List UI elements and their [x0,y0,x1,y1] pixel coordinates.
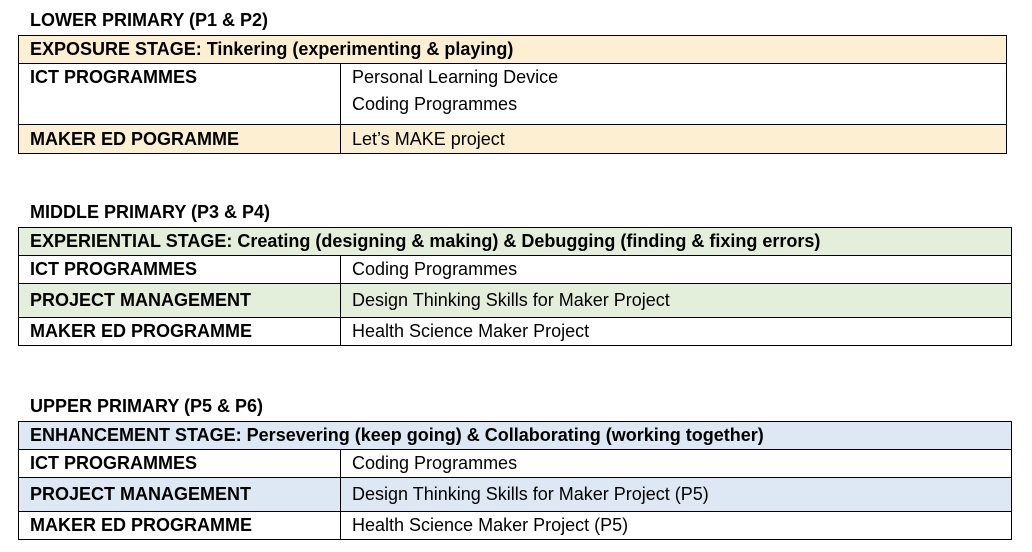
row-label-project-management: PROJECT MANAGEMENT [18,283,341,318]
table-row: MAKER ED PROGRAMME Health Science Maker … [18,511,1013,540]
table-row: PROJECT MANAGEMENT Design Thinking Skill… [18,283,1013,318]
row-label-ict-programmes: ICT PROGRAMMES [18,449,341,478]
table-row: ICT PROGRAMMES Personal Learning Device … [18,63,1008,125]
stage-header-row: EXPOSURE STAGE: Tinkering (experimenting… [17,35,1008,64]
table-row: ICT PROGRAMMES Coding Programmes [18,255,1013,284]
value-design-thinking-skills: Design Thinking Skills for Maker Project [339,283,1013,318]
stage-header-exposure: EXPOSURE STAGE: Tinkering (experimenting… [17,35,1008,64]
row-label-maker-ed-programme: MAKER ED PROGRAMME [18,317,341,346]
value-coding-programmes: Coding Programmes [352,94,518,114]
lower-primary-table: EXPOSURE STAGE: Tinkering (experimenting… [17,35,1008,154]
stage-header-enhancement: ENHANCEMENT STAGE: Persevering (keep goi… [17,421,1013,450]
middle-primary-table: EXPERIENTIAL STAGE: Creating (designing … [17,227,1013,346]
stage-header-row: ENHANCEMENT STAGE: Persevering (keep goi… [17,421,1013,450]
row-label-maker-ed-programme: MAKER ED PROGRAMME [18,511,341,540]
section-title-middle-primary: MIDDLE PRIMARY (P3 & P4) [30,202,271,222]
value-health-science-maker-project-p5: Health Science Maker Project (P5) [339,511,1013,540]
section-title-upper-primary: UPPER PRIMARY (P5 & P6) [30,396,264,416]
section-title-lower-primary: LOWER PRIMARY (P1 & P2) [30,10,269,30]
stage-header-row: EXPERIENTIAL STAGE: Creating (designing … [17,227,1013,256]
stage-header-experiential: EXPERIENTIAL STAGE: Creating (designing … [17,227,1013,256]
row-value: Personal Learning Device Coding Programm… [339,63,1008,125]
row-label-ict-programmes: ICT PROGRAMMES [18,63,341,125]
table-row: ICT PROGRAMMES Coding Programmes [18,449,1013,478]
upper-primary-table: ENHANCEMENT STAGE: Persevering (keep goi… [17,421,1013,540]
value-coding-programmes: Coding Programmes [339,449,1013,478]
table-row: PROJECT MANAGEMENT Design Thinking Skill… [18,477,1013,512]
row-label-project-management: PROJECT MANAGEMENT [18,477,341,512]
value-lets-make-project: Let’s MAKE project [339,124,1008,154]
value-personal-learning-device: Personal Learning Device [352,67,559,87]
row-label-maker-ed-programme: MAKER ED POGRAMME [18,124,341,154]
value-coding-programmes: Coding Programmes [339,255,1013,284]
value-design-thinking-skills-p5: Design Thinking Skills for Maker Project… [339,477,1013,512]
value-health-science-maker-project: Health Science Maker Project [339,317,1013,346]
row-label-ict-programmes: ICT PROGRAMMES [18,255,341,284]
table-row: MAKER ED POGRAMME Let’s MAKE project [18,124,1008,154]
table-row: MAKER ED PROGRAMME Health Science Maker … [18,317,1013,346]
